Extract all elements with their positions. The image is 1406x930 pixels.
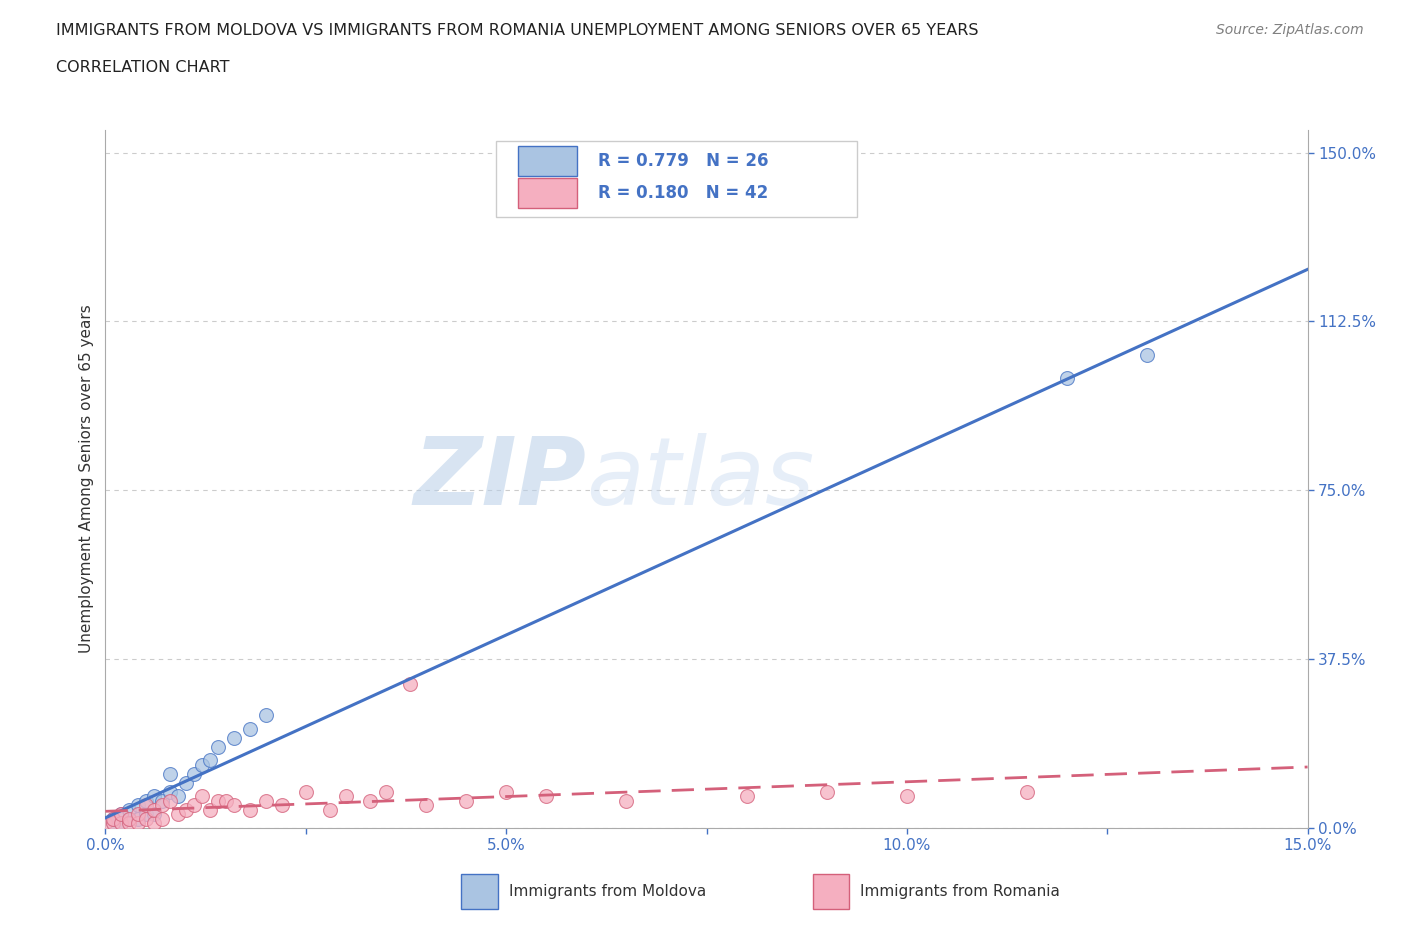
Point xyxy=(150,811,173,826)
Text: IMMIGRANTS FROM MOLDOVA VS IMMIGRANTS FROM ROMANIA UNEMPLOYMENT AMONG SENIORS OV: IMMIGRANTS FROM MOLDOVA VS IMMIGRANTS FR… xyxy=(56,23,979,38)
Point xyxy=(142,803,165,817)
Point xyxy=(127,798,149,813)
Point xyxy=(374,784,398,799)
Point xyxy=(190,789,212,804)
Point xyxy=(254,793,277,808)
Point xyxy=(295,784,318,799)
Point xyxy=(103,816,125,830)
Point xyxy=(454,793,477,808)
Point xyxy=(118,811,141,826)
Point xyxy=(127,811,149,826)
Text: R = 0.779   N = 26: R = 0.779 N = 26 xyxy=(599,152,769,170)
Point xyxy=(159,784,181,799)
Point xyxy=(159,793,181,808)
Point xyxy=(166,806,188,821)
Point xyxy=(495,784,517,799)
Point xyxy=(183,766,205,781)
Point xyxy=(118,803,141,817)
Point xyxy=(142,789,165,804)
Point xyxy=(142,816,165,830)
Point xyxy=(207,793,229,808)
Point xyxy=(103,811,125,826)
Point xyxy=(142,806,165,821)
Point xyxy=(110,806,132,821)
Point xyxy=(150,798,173,813)
Point xyxy=(110,816,132,830)
Point xyxy=(534,789,557,804)
Text: Immigrants from Romania: Immigrants from Romania xyxy=(860,884,1060,898)
Point xyxy=(198,752,221,767)
FancyBboxPatch shape xyxy=(496,140,856,218)
Point xyxy=(135,793,157,808)
Point xyxy=(135,798,157,813)
Point xyxy=(174,803,197,817)
Point xyxy=(198,803,221,817)
Text: atlas: atlas xyxy=(586,433,814,525)
Point xyxy=(1136,348,1159,363)
Point xyxy=(183,798,205,813)
FancyBboxPatch shape xyxy=(517,146,576,176)
Point xyxy=(735,789,758,804)
Point xyxy=(190,757,212,772)
Point xyxy=(815,784,838,799)
Text: Source: ZipAtlas.com: Source: ZipAtlas.com xyxy=(1216,23,1364,37)
Point xyxy=(399,676,422,691)
FancyBboxPatch shape xyxy=(517,179,576,207)
Point xyxy=(174,776,197,790)
Point xyxy=(335,789,357,804)
Point xyxy=(135,811,157,826)
Point xyxy=(118,816,141,830)
Text: CORRELATION CHART: CORRELATION CHART xyxy=(56,60,229,75)
Point xyxy=(254,708,277,723)
Point xyxy=(239,803,262,817)
Point xyxy=(616,793,638,808)
Point xyxy=(127,816,149,830)
Point xyxy=(1017,784,1039,799)
Point xyxy=(239,722,262,737)
Point xyxy=(270,798,292,813)
Point xyxy=(103,816,125,830)
Point xyxy=(118,811,141,826)
Point xyxy=(319,803,342,817)
Text: R = 0.180   N = 42: R = 0.180 N = 42 xyxy=(599,184,769,202)
Point xyxy=(110,806,132,821)
Point xyxy=(127,806,149,821)
Point xyxy=(1056,370,1078,385)
Point xyxy=(222,798,245,813)
Point xyxy=(415,798,437,813)
Point xyxy=(214,793,236,808)
Point xyxy=(159,766,181,781)
Text: ZIP: ZIP xyxy=(413,433,586,525)
Point xyxy=(103,811,125,826)
Point xyxy=(135,806,157,821)
Point xyxy=(896,789,918,804)
Text: Immigrants from Moldova: Immigrants from Moldova xyxy=(509,884,706,898)
Point xyxy=(222,730,245,745)
Point xyxy=(110,816,132,830)
Point xyxy=(166,789,188,804)
Point xyxy=(94,816,117,830)
Y-axis label: Unemployment Among Seniors over 65 years: Unemployment Among Seniors over 65 years xyxy=(79,305,94,654)
Point xyxy=(150,793,173,808)
Point xyxy=(359,793,381,808)
Point xyxy=(207,739,229,754)
